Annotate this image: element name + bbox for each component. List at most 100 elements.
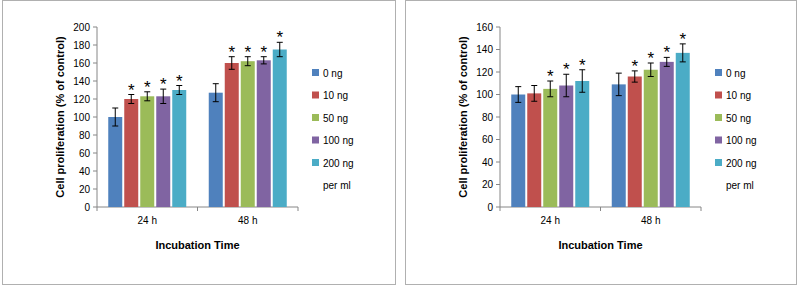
error-stem <box>518 87 519 103</box>
y-tick-label: 120 <box>73 94 90 105</box>
error-cap <box>616 95 622 96</box>
error-stem <box>215 84 216 102</box>
bar <box>628 77 642 208</box>
error-bar <box>112 108 118 126</box>
y-tick <box>93 153 97 154</box>
significance-mark: * <box>647 49 654 68</box>
error-cap <box>261 63 267 64</box>
bar <box>543 89 557 207</box>
y-tick-label: 140 <box>73 76 90 87</box>
chart-panel: 02040608010012014016024 h48 h*******0 ng… <box>406 1 797 285</box>
legend-subtitle: per ml <box>726 180 754 191</box>
bars <box>108 42 287 207</box>
bar <box>209 93 223 207</box>
y-tick <box>93 45 97 46</box>
annotations: ******* <box>547 30 687 86</box>
y-tick-label: 20 <box>482 179 494 190</box>
y-tick-label: 60 <box>79 148 91 159</box>
chart-panel: 02040608010012014016018020024 h48 h*****… <box>3 1 396 285</box>
y-tick-label: 100 <box>73 112 90 123</box>
error-bar <box>531 86 537 102</box>
bar <box>241 61 255 207</box>
error-stem <box>534 86 535 102</box>
legend-label: 50 ng <box>323 113 348 124</box>
significance-mark: * <box>547 67 554 86</box>
error-cap <box>144 100 150 101</box>
y-tick-label: 160 <box>476 22 493 33</box>
legend-label: 100 ng <box>726 135 757 146</box>
y-tick <box>496 117 500 118</box>
y-tick-label: 120 <box>476 67 493 78</box>
x-tick <box>600 207 601 211</box>
bar <box>676 53 690 207</box>
y-tick-label: 140 <box>476 44 493 55</box>
bar <box>527 93 541 207</box>
legend-swatch <box>715 69 722 76</box>
significance-mark: * <box>563 60 570 79</box>
legend-swatch <box>715 159 722 166</box>
y-tick-label: 80 <box>482 112 494 123</box>
error-cap <box>563 96 569 97</box>
error-bar <box>616 73 622 96</box>
y-tick <box>496 139 500 140</box>
y-tick <box>496 207 500 208</box>
bar <box>511 95 525 208</box>
bar <box>257 60 271 207</box>
error-cap <box>531 101 537 102</box>
legend-label: 50 ng <box>726 113 751 124</box>
y-tick <box>93 171 97 172</box>
error-cap <box>160 103 166 104</box>
y-tick <box>496 162 500 163</box>
error-cap <box>213 83 219 84</box>
y-tick <box>496 94 500 95</box>
error-cap <box>579 92 585 93</box>
significance-mark: * <box>160 75 167 94</box>
error-cap <box>112 126 118 127</box>
error-cap <box>648 76 654 77</box>
error-bar <box>213 84 219 102</box>
x-tick <box>298 207 299 211</box>
error-cap <box>245 65 251 66</box>
bars <box>511 44 690 207</box>
y-tick-label: 0 <box>84 202 90 213</box>
error-cap <box>515 102 521 103</box>
error-cap <box>547 96 553 97</box>
figure: 02040608010012014016018020024 h48 h*****… <box>0 0 799 286</box>
error-cap <box>680 61 686 62</box>
significance-mark: * <box>579 56 586 75</box>
y-tick <box>93 207 97 208</box>
error-cap <box>616 73 622 74</box>
x-tick <box>500 207 501 211</box>
bar <box>612 84 626 207</box>
y-tick-label: 180 <box>73 40 90 51</box>
y-tick <box>496 184 500 185</box>
significance-mark: * <box>663 43 670 62</box>
legend-swatch <box>312 137 319 144</box>
x-tick <box>701 207 702 211</box>
x-tick-label: 24 h <box>541 215 560 226</box>
bar <box>140 96 154 207</box>
y-tick-label: 160 <box>73 58 90 69</box>
y-tick-label: 60 <box>482 134 494 145</box>
x-tick-label: 48 h <box>238 215 257 226</box>
x-axis-title: Incubation Time <box>558 239 642 251</box>
legend-label: 0 ng <box>726 68 745 79</box>
significance-mark: * <box>244 43 251 62</box>
error-cap <box>632 82 638 83</box>
y-tick <box>496 72 500 73</box>
x-tick-label: 24 h <box>138 215 157 226</box>
y-axis-title: Cell proliferation (% of control) <box>457 36 469 198</box>
error-cap <box>213 101 219 102</box>
significance-mark: * <box>128 81 135 100</box>
y-tick-label: 40 <box>79 166 91 177</box>
bar <box>156 96 170 207</box>
error-stem <box>618 73 619 96</box>
y-tick <box>93 135 97 136</box>
error-cap <box>128 103 134 104</box>
significance-mark: * <box>144 78 151 97</box>
error-stem <box>115 108 116 126</box>
x-axis-title: Incubation Time <box>155 239 239 251</box>
bar <box>124 99 138 207</box>
significance-mark: * <box>228 43 235 62</box>
bar <box>225 63 239 207</box>
